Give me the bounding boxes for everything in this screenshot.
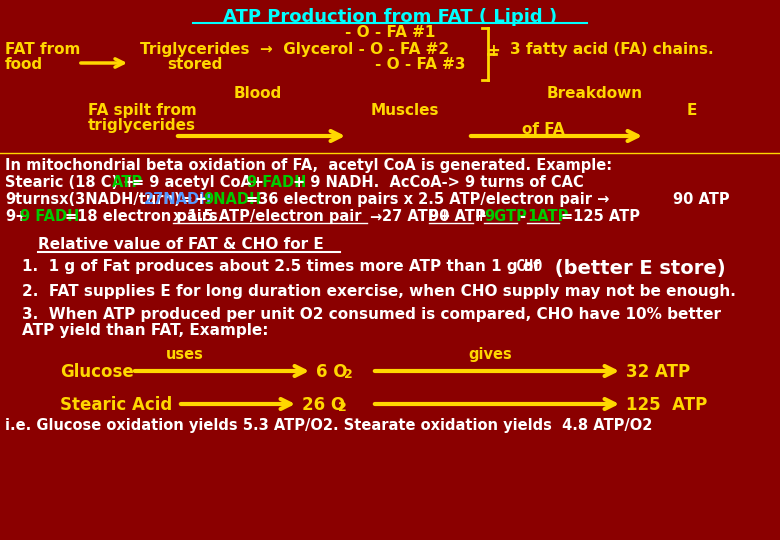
Text: E: E <box>687 103 697 118</box>
Text: gives: gives <box>468 347 512 362</box>
Text: 9GTP: 9GTP <box>484 209 526 224</box>
Text: (better E store): (better E store) <box>548 259 725 278</box>
Text: ATP yield than FAT, Example:: ATP yield than FAT, Example: <box>22 323 268 338</box>
Text: FA spilt from: FA spilt from <box>88 103 197 118</box>
Text: = 9 acetyl CoA+: = 9 acetyl CoA+ <box>132 175 264 190</box>
Text: triglycerides: triglycerides <box>88 118 196 133</box>
Text: 125  ATP: 125 ATP <box>626 396 707 414</box>
Text: →: → <box>369 209 381 224</box>
Text: 27 ATP+: 27 ATP+ <box>382 209 451 224</box>
Text: of FA: of FA <box>522 122 564 137</box>
Text: =36 electron pairs x 2.5 ATP/electron pair →: =36 electron pairs x 2.5 ATP/electron pa… <box>246 192 609 207</box>
Text: ATP: ATP <box>112 175 143 190</box>
Text: 6 O: 6 O <box>316 363 348 381</box>
Text: 32 ATP: 32 ATP <box>626 363 690 381</box>
Text: 90 ATP: 90 ATP <box>429 209 486 224</box>
Text: Triglycerides  →  Glycerol - O - FA #2: Triglycerides → Glycerol - O - FA #2 <box>140 42 449 57</box>
Text: Blood: Blood <box>234 86 282 101</box>
Text: +: + <box>475 209 488 224</box>
Text: FAT from: FAT from <box>5 42 80 57</box>
Text: - O - FA #1: - O - FA #1 <box>345 25 435 40</box>
Text: stored: stored <box>168 57 222 72</box>
Text: food: food <box>5 57 43 72</box>
Text: ATP Production from FAT ( Lipid ): ATP Production from FAT ( Lipid ) <box>223 8 557 26</box>
Text: =18 electron pairs: =18 electron pairs <box>65 209 223 224</box>
Text: 9NADH: 9NADH <box>203 192 261 207</box>
Text: x 1.5 ATP/electron pair: x 1.5 ATP/electron pair <box>173 209 361 224</box>
Text: =125 ATP: =125 ATP <box>561 209 640 224</box>
Text: Stearic (18 C) +: Stearic (18 C) + <box>5 175 136 190</box>
Text: 9 FADH: 9 FADH <box>247 175 307 190</box>
Text: + 9 NADH.  AcCoA-> 9 turns of CAC: + 9 NADH. AcCoA-> 9 turns of CAC <box>293 175 583 190</box>
Text: 2: 2 <box>344 368 353 381</box>
Text: Stearic Acid: Stearic Acid <box>60 396 172 414</box>
Text: 9+: 9+ <box>5 209 27 224</box>
Text: Glucose: Glucose <box>60 363 133 381</box>
Text: 3.  When ATP produced per unit O2 consumed is compared, CHO have 10% better: 3. When ATP produced per unit O2 consume… <box>22 307 721 322</box>
Text: 2.  FAT supplies E for long duration exercise, when CHO supply may not be enough: 2. FAT supplies E for long duration exer… <box>22 284 736 299</box>
Text: -: - <box>519 209 525 224</box>
Text: 2: 2 <box>338 401 347 414</box>
Text: Breakdown: Breakdown <box>547 86 643 101</box>
Text: +: + <box>486 42 500 60</box>
Text: - O - FA #3: - O - FA #3 <box>375 57 466 72</box>
Text: 9 FADH: 9 FADH <box>20 209 80 224</box>
Text: Relative value of FAT & CHO for E: Relative value of FAT & CHO for E <box>38 237 324 252</box>
Text: Muscles: Muscles <box>370 103 439 118</box>
Text: 26 O: 26 O <box>302 396 345 414</box>
Text: In mitochondrial beta oxidation of FA,  acetyl CoA is generated. Example:: In mitochondrial beta oxidation of FA, a… <box>5 158 612 173</box>
Text: i.e. Glucose oxidation yields 5.3 ATP/O2. Stearate oxidation yields  4.8 ATP/O2: i.e. Glucose oxidation yields 5.3 ATP/O2… <box>5 418 652 433</box>
Text: 90 ATP: 90 ATP <box>673 192 729 207</box>
Text: uses: uses <box>166 347 204 362</box>
Text: 27NADH: 27NADH <box>144 192 212 207</box>
Text: +: + <box>194 192 206 207</box>
Text: CHO: CHO <box>516 259 544 274</box>
Text: 3 fatty acid (FA) chains.: 3 fatty acid (FA) chains. <box>510 42 714 57</box>
Text: 9turnsx(3NADH/turn)=: 9turnsx(3NADH/turn)= <box>5 192 193 207</box>
Text: 1ATP: 1ATP <box>527 209 569 224</box>
Text: 1.  1 g of Fat produces about 2.5 times more ATP than 1 g of: 1. 1 g of Fat produces about 2.5 times m… <box>22 259 545 274</box>
